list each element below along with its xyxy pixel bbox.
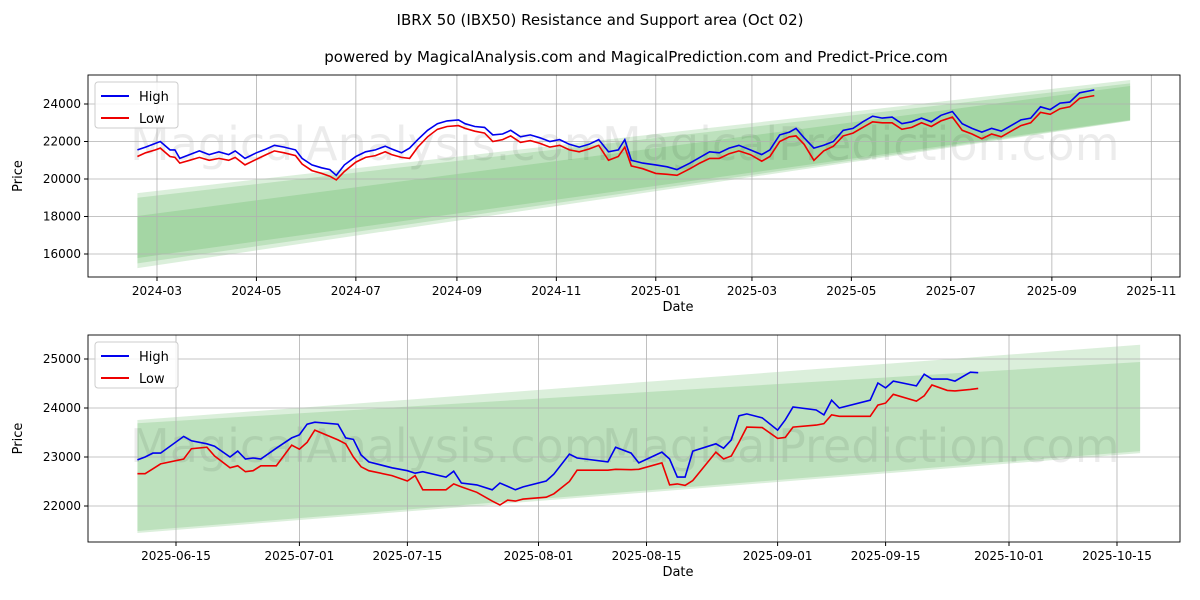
support-resistance-band	[137, 80, 1131, 269]
axes-frame	[87, 334, 1181, 543]
y-axis-label: Price	[11, 160, 26, 192]
x-tick-label: 2025-05	[826, 284, 876, 298]
x-tick-label: 2025-09-01	[743, 549, 813, 563]
x-tick-label: 2024-05	[231, 284, 281, 298]
x-tick-label: 2024-11	[531, 284, 581, 298]
x-tick-label: 2024-09	[432, 284, 482, 298]
y-tick-label: 16000	[43, 247, 81, 261]
chart-title: IBRX 50 (IBX50) Resistance and Support a…	[397, 11, 804, 29]
axes-frame	[87, 74, 1181, 278]
x-tick-label: 2025-07-15	[373, 549, 443, 563]
watermark: MagicalAnalysis.com	[130, 117, 609, 171]
x-tick-label: 2025-08-01	[504, 549, 574, 563]
x-tick-label: 2025-11	[1126, 284, 1176, 298]
x-tick-label: 2025-01	[631, 284, 681, 298]
recent-range-chart: MagicalAnalysis.comMagicalPrediction.com…	[11, 334, 1181, 580]
y-axis-label: Price	[11, 423, 26, 455]
y-tick-label: 22000	[43, 499, 81, 513]
chart-subtitle: powered by MagicalAnalysis.com and Magic…	[324, 48, 948, 66]
x-tick-label: 2025-07	[926, 284, 976, 298]
watermark: MagicalPrediction.com	[602, 117, 1120, 171]
x-tick-label: 2025-08-15	[612, 549, 682, 563]
y-tick-label: 24000	[43, 97, 81, 111]
x-axis-label: Date	[662, 565, 693, 580]
y-tick-label: 22000	[43, 135, 81, 149]
legend-box	[94, 341, 179, 389]
legend-label-low: Low	[139, 112, 165, 127]
legend-label-low: Low	[139, 372, 165, 387]
x-tick-label: 2024-03	[132, 284, 182, 298]
y-tick-label: 25000	[43, 352, 81, 366]
support-resistance-band	[137, 86, 1131, 258]
x-tick-label: 2025-03	[727, 284, 777, 298]
x-tick-label: 2025-10-01	[974, 549, 1044, 563]
x-tick-label: 2025-06-15	[141, 549, 211, 563]
low-line	[137, 94, 1095, 181]
legend-box	[94, 81, 179, 129]
full-range-chart: MagicalAnalysis.comMagicalPrediction.com…	[11, 74, 1181, 315]
x-tick-label: 2025-09-15	[851, 549, 921, 563]
legend: High Low	[94, 341, 179, 389]
watermark: MagicalPrediction.com	[602, 419, 1120, 473]
x-tick-label: 2024-07	[331, 284, 381, 298]
watermark: MagicalAnalysis.com	[130, 419, 609, 473]
high-line	[137, 371, 979, 491]
x-tick-label: 2025-07-01	[265, 549, 335, 563]
low-line	[137, 384, 979, 506]
y-tick-label: 18000	[43, 210, 81, 224]
x-tick-label: 2025-09	[1027, 284, 1077, 298]
support-resistance-band	[137, 344, 1141, 533]
support-resistance-band	[137, 361, 1141, 531]
x-tick-label: 2025-10-15	[1082, 549, 1152, 563]
y-tick-label: 24000	[43, 401, 81, 415]
legend-label-high: High	[139, 350, 169, 365]
legend-label-high: High	[139, 90, 169, 105]
y-tick-label: 23000	[43, 450, 81, 464]
legend: High Low	[94, 81, 179, 129]
high-line	[137, 89, 1095, 177]
x-axis-label: Date	[662, 300, 693, 315]
y-tick-label: 20000	[43, 172, 81, 186]
support-resistance-band	[137, 83, 1131, 264]
